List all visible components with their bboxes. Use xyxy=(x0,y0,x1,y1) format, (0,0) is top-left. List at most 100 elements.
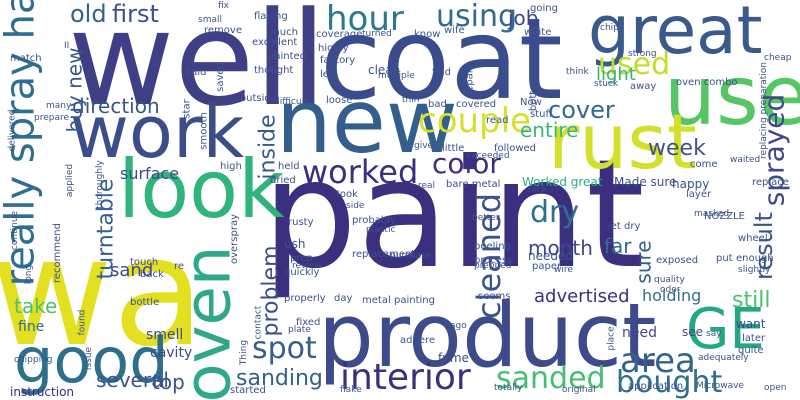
word-find: find xyxy=(432,67,451,78)
word-plate: plate xyxy=(288,325,311,335)
word-issue: issue xyxy=(84,346,95,371)
word-prepped: prepped xyxy=(474,261,512,271)
word-review: review xyxy=(292,261,322,271)
word-started: started xyxy=(230,385,266,396)
word-thoroughly: thoroughly xyxy=(94,160,105,209)
word-day: day xyxy=(334,293,353,304)
word-say: say xyxy=(706,329,722,339)
word-spot: spot xyxy=(252,331,317,366)
word-delivered: delivered xyxy=(7,109,18,152)
word-remove: remove xyxy=(204,25,242,36)
word-found: found xyxy=(77,309,88,336)
word-contact: contact xyxy=(253,305,264,340)
word-sanded: sanded xyxy=(496,361,606,396)
word-properly: properly xyxy=(284,293,326,304)
word-Made-sure: Made sure xyxy=(614,175,677,189)
word-light: light xyxy=(596,64,636,85)
word-prepare: prepare xyxy=(34,113,70,123)
word-chipping: chipping xyxy=(14,355,53,365)
word-give: give xyxy=(414,141,434,151)
word-painted: painted xyxy=(268,51,307,62)
word-oven: oven xyxy=(171,245,246,400)
word-highly: highly xyxy=(318,43,349,54)
word-direction: direction xyxy=(72,94,160,118)
word-recommend: recommend xyxy=(51,223,63,283)
word-week: week xyxy=(648,136,706,161)
word-inside: inside xyxy=(255,114,281,180)
word-rust: rust xyxy=(548,97,697,186)
word-adhere: adhere xyxy=(400,335,436,346)
word-said: said xyxy=(186,67,207,78)
word-exposed: exposed xyxy=(656,255,699,266)
word-sanding: sanding xyxy=(236,366,323,391)
word-peeling: peeling xyxy=(474,241,511,252)
word-replace: replace xyxy=(752,177,789,188)
word-smell: smell xyxy=(146,327,184,343)
word-first: first xyxy=(112,0,159,28)
word-still: still xyxy=(732,288,771,313)
word-cavity: cavity xyxy=(150,345,193,361)
word-good: good xyxy=(14,324,169,397)
word-purchase: purchase xyxy=(390,251,432,261)
word-continue: continue xyxy=(10,210,21,251)
word-read: read xyxy=(486,115,509,126)
word-white: white xyxy=(524,27,552,38)
word-odor: odor xyxy=(660,285,681,295)
word-overspray: overspray xyxy=(229,213,241,265)
word-Worked-great: Worked great xyxy=(522,175,603,189)
word-dry: dry xyxy=(530,195,580,230)
word-GE: GE xyxy=(686,297,765,362)
word-prep: prep xyxy=(290,253,313,264)
word-needed: needed xyxy=(528,249,573,263)
word-holding: holding xyxy=(642,286,702,305)
word-repair: repair xyxy=(464,66,476,96)
word-totally: totally xyxy=(494,383,523,393)
word-far: far xyxy=(604,234,632,258)
word-instruction: instruction xyxy=(10,385,75,399)
word-chip: chip xyxy=(600,23,619,33)
word-NOZZLE: NOZZLE xyxy=(704,211,745,222)
word-use: use xyxy=(664,49,800,144)
word-re: re xyxy=(174,261,185,272)
word-process: process xyxy=(474,255,513,266)
word-real: real xyxy=(418,181,436,191)
word-great: great xyxy=(588,0,763,69)
word-later: later xyxy=(742,333,766,344)
word-fume: fume xyxy=(438,351,469,365)
word-product: product xyxy=(318,284,657,387)
word-star: star xyxy=(181,99,193,119)
word-loose: loose xyxy=(326,95,353,106)
word-fix: fix xyxy=(218,1,229,11)
word-color: color xyxy=(432,147,501,180)
word-outside: outside xyxy=(240,93,277,104)
word-stuck: stuck xyxy=(594,79,619,89)
word-excellent: excellent xyxy=(252,37,298,48)
word-well: well xyxy=(68,0,327,135)
word-ush: ush xyxy=(284,237,306,251)
word-fixed: fixed xyxy=(296,317,321,328)
word-wire: wire xyxy=(554,265,573,275)
word-away: away xyxy=(630,81,657,92)
word-entire: entire xyxy=(520,118,579,142)
word-happy: happy xyxy=(672,177,710,191)
word-little: little xyxy=(442,143,465,154)
word-work: work xyxy=(70,90,245,174)
word-top: top xyxy=(152,370,185,394)
word-place: place xyxy=(606,326,617,351)
word-better: better xyxy=(472,213,500,223)
word-dried: dried xyxy=(270,175,296,186)
word-saved: saved xyxy=(214,62,226,92)
word-surface: surface xyxy=(120,164,180,183)
word-ago: ago xyxy=(450,321,467,331)
word-painting: painting xyxy=(394,295,435,306)
word-want: want xyxy=(736,317,766,331)
word-area: area xyxy=(620,341,696,381)
word-going: going xyxy=(530,3,558,14)
word-adequately: adequately xyxy=(698,353,749,363)
word-original: original xyxy=(562,385,596,395)
word-difficult: difficult xyxy=(274,97,308,107)
word-stuff: stuff xyxy=(530,109,553,120)
word-Now: Now xyxy=(520,97,542,108)
word-really-spray-ha: really spray ha xyxy=(0,0,44,287)
word-paint: paint xyxy=(262,128,645,302)
